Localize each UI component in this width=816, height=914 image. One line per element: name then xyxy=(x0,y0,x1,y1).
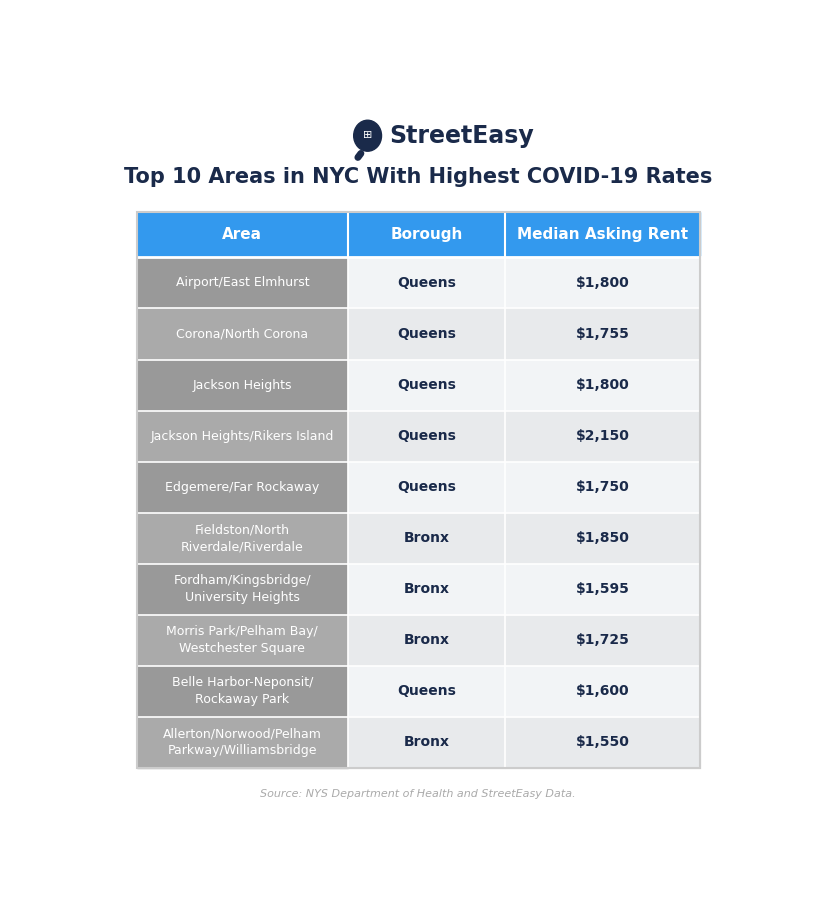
Bar xyxy=(137,258,348,309)
Text: $1,750: $1,750 xyxy=(575,480,629,494)
Text: Fieldston/North
Riverdale/Riverdale: Fieldston/North Riverdale/Riverdale xyxy=(181,523,304,553)
Text: $1,850: $1,850 xyxy=(575,531,629,545)
Text: Jackson Heights/Rikers Island: Jackson Heights/Rikers Island xyxy=(151,430,334,442)
Text: $2,150: $2,150 xyxy=(575,429,629,443)
Text: Median Asking Rent: Median Asking Rent xyxy=(517,227,688,242)
Bar xyxy=(137,462,348,513)
Bar xyxy=(505,665,699,717)
Bar xyxy=(505,462,699,513)
Bar xyxy=(505,359,699,410)
Text: Source: NYS Department of Health and StreetEasy Data.: Source: NYS Department of Health and Str… xyxy=(260,789,576,799)
Bar xyxy=(348,410,505,462)
Bar xyxy=(137,513,348,564)
Text: Allerton/Norwood/Pelham
Parkway/Williamsbridge: Allerton/Norwood/Pelham Parkway/Williams… xyxy=(163,728,322,757)
Text: Queens: Queens xyxy=(397,327,456,341)
Text: $1,800: $1,800 xyxy=(575,276,629,290)
Bar xyxy=(137,665,348,717)
Bar xyxy=(348,462,505,513)
Bar xyxy=(348,212,505,258)
Text: Bronx: Bronx xyxy=(404,735,450,749)
Bar xyxy=(348,614,505,665)
Text: Fordham/Kingsbridge/
University Heights: Fordham/Kingsbridge/ University Heights xyxy=(174,574,311,604)
Bar xyxy=(137,359,348,410)
Bar xyxy=(348,258,505,309)
Bar xyxy=(137,614,348,665)
Bar xyxy=(137,410,348,462)
Bar xyxy=(348,513,505,564)
Bar xyxy=(505,513,699,564)
Bar xyxy=(348,717,505,768)
Bar xyxy=(137,564,348,614)
FancyArrowPatch shape xyxy=(358,154,361,157)
Text: Borough: Borough xyxy=(390,227,463,242)
Text: ⊞: ⊞ xyxy=(363,130,372,140)
Text: Jackson Heights: Jackson Heights xyxy=(193,378,292,391)
Text: $1,600: $1,600 xyxy=(576,685,629,698)
Bar xyxy=(348,359,505,410)
Text: Bronx: Bronx xyxy=(404,582,450,596)
Bar xyxy=(137,717,348,768)
Text: StreetEasy: StreetEasy xyxy=(390,123,534,148)
Text: $1,595: $1,595 xyxy=(575,582,629,596)
Text: Morris Park/Pelham Bay/
Westchester Square: Morris Park/Pelham Bay/ Westchester Squa… xyxy=(166,625,318,655)
Text: Edgemere/Far Rockaway: Edgemere/Far Rockaway xyxy=(165,481,319,494)
Text: Queens: Queens xyxy=(397,429,456,443)
Text: Area: Area xyxy=(222,227,262,242)
Text: Bronx: Bronx xyxy=(404,531,450,545)
Bar xyxy=(348,665,505,717)
Bar xyxy=(137,309,348,359)
Bar xyxy=(505,309,699,359)
Text: Queens: Queens xyxy=(397,480,456,494)
Bar xyxy=(137,212,348,258)
Bar xyxy=(505,564,699,614)
Bar xyxy=(505,258,699,309)
Bar xyxy=(348,309,505,359)
Bar xyxy=(348,564,505,614)
Text: $1,755: $1,755 xyxy=(575,327,629,341)
Text: $1,725: $1,725 xyxy=(575,633,629,647)
Text: Queens: Queens xyxy=(397,276,456,290)
Bar xyxy=(505,614,699,665)
Bar xyxy=(505,410,699,462)
Text: Queens: Queens xyxy=(397,378,456,392)
Text: $1,800: $1,800 xyxy=(575,378,629,392)
Text: Queens: Queens xyxy=(397,685,456,698)
Text: Belle Harbor-Neponsit/
Rockaway Park: Belle Harbor-Neponsit/ Rockaway Park xyxy=(171,676,313,707)
Text: Bronx: Bronx xyxy=(404,633,450,647)
Text: $1,550: $1,550 xyxy=(575,735,629,749)
Text: Corona/North Corona: Corona/North Corona xyxy=(176,327,308,341)
Bar xyxy=(505,717,699,768)
Text: Airport/East Elmhurst: Airport/East Elmhurst xyxy=(175,277,309,290)
Circle shape xyxy=(353,121,382,151)
Bar xyxy=(505,212,699,258)
Text: Top 10 Areas in NYC With Highest COVID-19 Rates: Top 10 Areas in NYC With Highest COVID-1… xyxy=(124,166,712,186)
